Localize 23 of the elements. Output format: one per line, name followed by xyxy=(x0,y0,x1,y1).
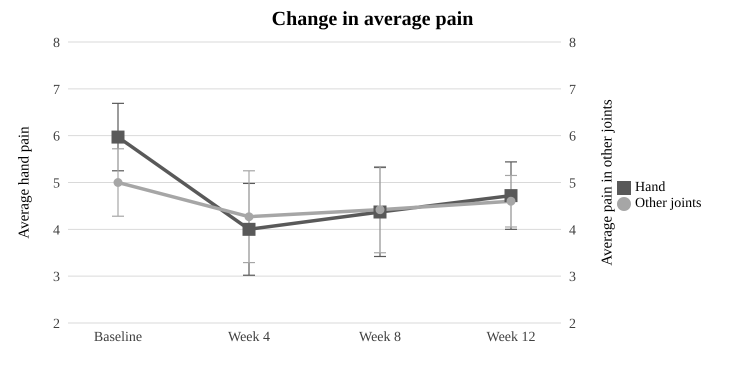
y-tick-label: 8 xyxy=(53,36,60,51)
y2-tick-label: 7 xyxy=(569,82,576,98)
y2-tick-label: 8 xyxy=(569,36,576,51)
y2-tick-label: 4 xyxy=(569,223,576,238)
y-tick-label: 5 xyxy=(53,176,60,192)
chart-title: Change in average pain xyxy=(270,8,474,32)
y-tick-label: 7 xyxy=(53,82,60,98)
y2-tick-label: 5 xyxy=(569,176,576,192)
legend-label: Hand xyxy=(635,180,666,195)
legend-label: Other joints xyxy=(635,196,702,211)
x-tick-label: Week 8 xyxy=(358,330,402,345)
x-tick-label: Week 12 xyxy=(486,330,536,345)
x-tick-label: Baseline xyxy=(94,330,142,345)
x-tick-label: Week 4 xyxy=(228,330,270,345)
y2-tick-label: 2 xyxy=(569,316,576,332)
y2-tick-label: 6 xyxy=(569,130,576,145)
y-tick-label: 4 xyxy=(53,223,60,238)
y-tick-label: 6 xyxy=(53,130,60,145)
y-tick-label: 2 xyxy=(53,316,60,332)
y2-axis-title: Average pain in other joints xyxy=(599,99,616,266)
y2-tick-label: 3 xyxy=(569,270,576,286)
y-tick-label: 3 xyxy=(53,270,60,286)
y-axis-title: Average hand pain xyxy=(16,126,32,239)
